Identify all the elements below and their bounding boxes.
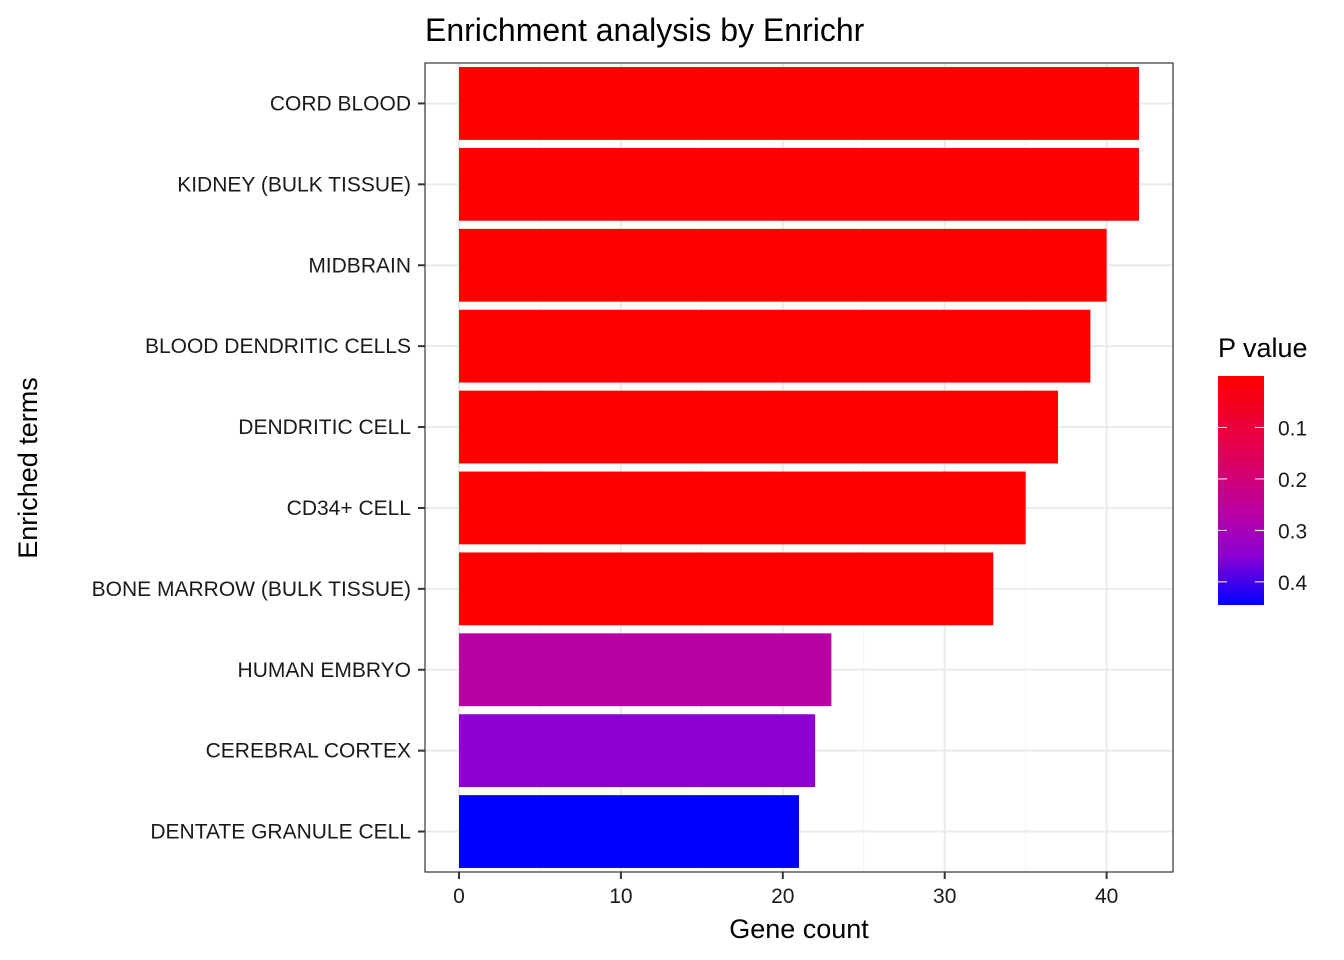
legend-tick-label: 0.1 (1278, 417, 1307, 440)
y-tick-label: HUMAN EMBRYO (238, 659, 411, 682)
bar (459, 309, 1091, 383)
y-tick-label: DENTATE GRANULE CELL (150, 821, 411, 844)
legend-tick-label: 0.2 (1278, 469, 1307, 492)
bar (459, 471, 1026, 545)
y-tick-label: DENDRITIC CELL (238, 416, 411, 439)
legend-tick-label: 0.4 (1278, 572, 1308, 595)
y-tick-label: CORD BLOOD (270, 92, 411, 115)
x-tick-label: 20 (771, 885, 794, 908)
x-tick-label: 40 (1095, 885, 1118, 908)
bar (459, 228, 1107, 302)
x-axis: 0 10 20 30 40 (453, 872, 1118, 908)
legend-tick-label: 0.3 (1278, 520, 1307, 543)
y-tick-label: BLOOD DENDRITIC CELLS (145, 335, 411, 358)
y-tick-label: MIDBRAIN (308, 254, 411, 277)
legend-colorbar (1218, 376, 1264, 605)
panel-border (424, 62, 1174, 873)
chart-title: Enrichment analysis by Enrichr (425, 12, 865, 48)
y-tick-label: KIDNEY (BULK TISSUE) (177, 173, 411, 196)
bars (459, 67, 1139, 868)
y-tick-label: CEREBRAL CORTEX (206, 740, 411, 763)
x-tick-label: 0 (453, 885, 465, 908)
bar (459, 147, 1139, 221)
x-tick-label: 30 (933, 885, 956, 908)
legend-title: P value (1218, 333, 1308, 363)
bar (459, 795, 799, 868)
y-axis-label: Enriched terms (13, 377, 43, 559)
y-axis: CORD BLOOD KIDNEY (BULK TISSUE) MIDBRAIN BL… (92, 92, 425, 844)
x-axis-label: Gene count (729, 914, 869, 944)
p-value-legend: P value 0.1 0.2 0.3 0.4 (1218, 333, 1308, 605)
bar (459, 67, 1139, 140)
bar (459, 552, 994, 626)
y-tick-label: BONE MARROW (BULK TISSUE) (92, 578, 411, 601)
y-tick-label: CD34+ CELL (287, 497, 411, 520)
bar (459, 714, 816, 788)
bar (459, 633, 832, 707)
bar (459, 390, 1059, 464)
x-tick-label: 10 (609, 885, 632, 908)
